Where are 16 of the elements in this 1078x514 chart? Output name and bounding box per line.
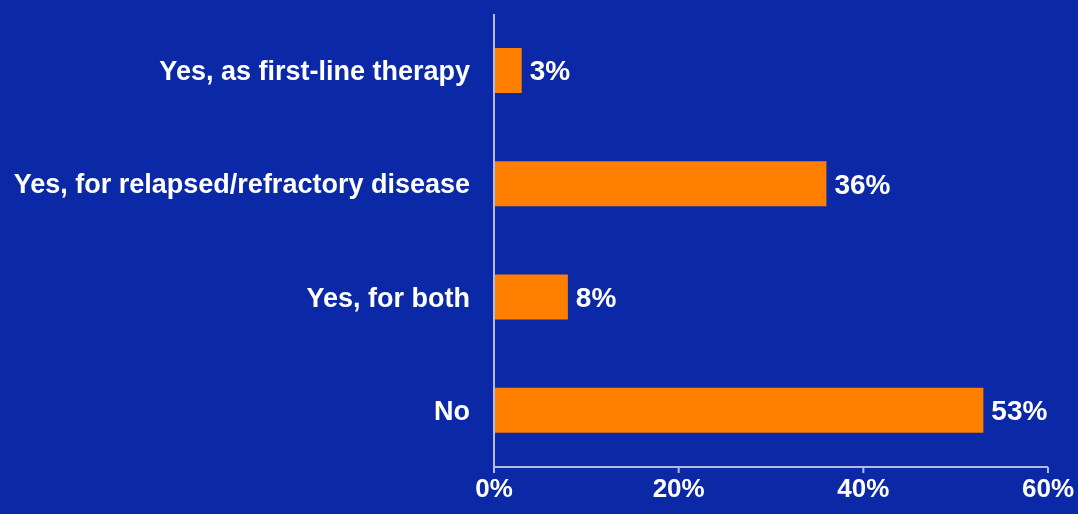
x-tick-label: 20%: [652, 473, 705, 504]
bar: [494, 47, 522, 93]
bar: [494, 274, 568, 320]
y-tick-label: Yes, for both: [306, 282, 470, 313]
bar: [494, 161, 827, 207]
data-label: 53%: [991, 395, 1048, 427]
x-tick-label: 60%: [1021, 473, 1075, 504]
data-label: 3%: [529, 55, 571, 87]
y-tick-label: No: [434, 395, 470, 426]
bar: [494, 387, 984, 433]
x-tick-label: 40%: [837, 473, 890, 504]
x-tick-label: 0%: [475, 473, 513, 504]
y-tick-label: Yes, for relapsed/refractory disease: [13, 169, 470, 200]
data-label: 36%: [834, 168, 891, 200]
data-label: 8%: [575, 281, 617, 313]
y-tick-label: Yes, as first-line therapy: [159, 56, 470, 87]
